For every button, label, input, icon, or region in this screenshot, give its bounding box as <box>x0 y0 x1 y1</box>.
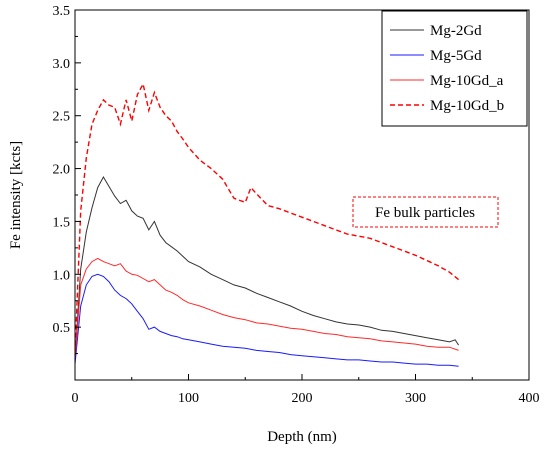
ticks-layer: 0 100 200 300 400 0.5 1.0 1.5 2.0 2.5 3.0 3.5 <box>53 4 540 406</box>
legend-label: Mg-10Gd_a <box>430 73 504 89</box>
y-tick-label: 0.5 <box>53 321 71 336</box>
annotation-fe-bulk-particles: Fe bulk particles <box>352 196 499 228</box>
legend-label: Mg-10Gd_b <box>430 98 504 114</box>
y-tick-label: 2.5 <box>53 110 71 125</box>
legend-label: Mg-2Gd <box>430 23 482 39</box>
y-axis-label: Fe intensity [kcts] <box>8 141 24 249</box>
x-tick-label: 200 <box>292 391 313 406</box>
x-axis-label: Depth (nm) <box>267 429 337 445</box>
x-tick-label: 400 <box>519 391 540 406</box>
series-line-mg-5gd <box>75 273 459 367</box>
y-tick-label: 3.5 <box>53 4 71 19</box>
x-tick-label: 300 <box>405 391 426 406</box>
series-layer <box>75 81 460 367</box>
x-tick-label: 100 <box>178 391 199 406</box>
y-tick-label: 1.5 <box>53 215 71 230</box>
series-line-mg-10gd-b <box>75 81 460 354</box>
legend-label: Mg-5Gd <box>430 48 482 64</box>
series-line-mg-2gd <box>75 175 460 359</box>
annotation-text: Fe bulk particles <box>375 205 475 221</box>
y-tick-label: 3.0 <box>53 57 71 72</box>
y-tick-label: 2.0 <box>53 163 71 178</box>
annotation-box <box>352 196 499 228</box>
series-line-mg-10gd-a <box>75 257 459 359</box>
legend: Mg-2Gd Mg-5Gd Mg-10Gd_a Mg-10Gd_b <box>381 10 528 127</box>
y-tick-label: 1.0 <box>53 268 71 283</box>
x-tick-label: 0 <box>72 391 79 406</box>
